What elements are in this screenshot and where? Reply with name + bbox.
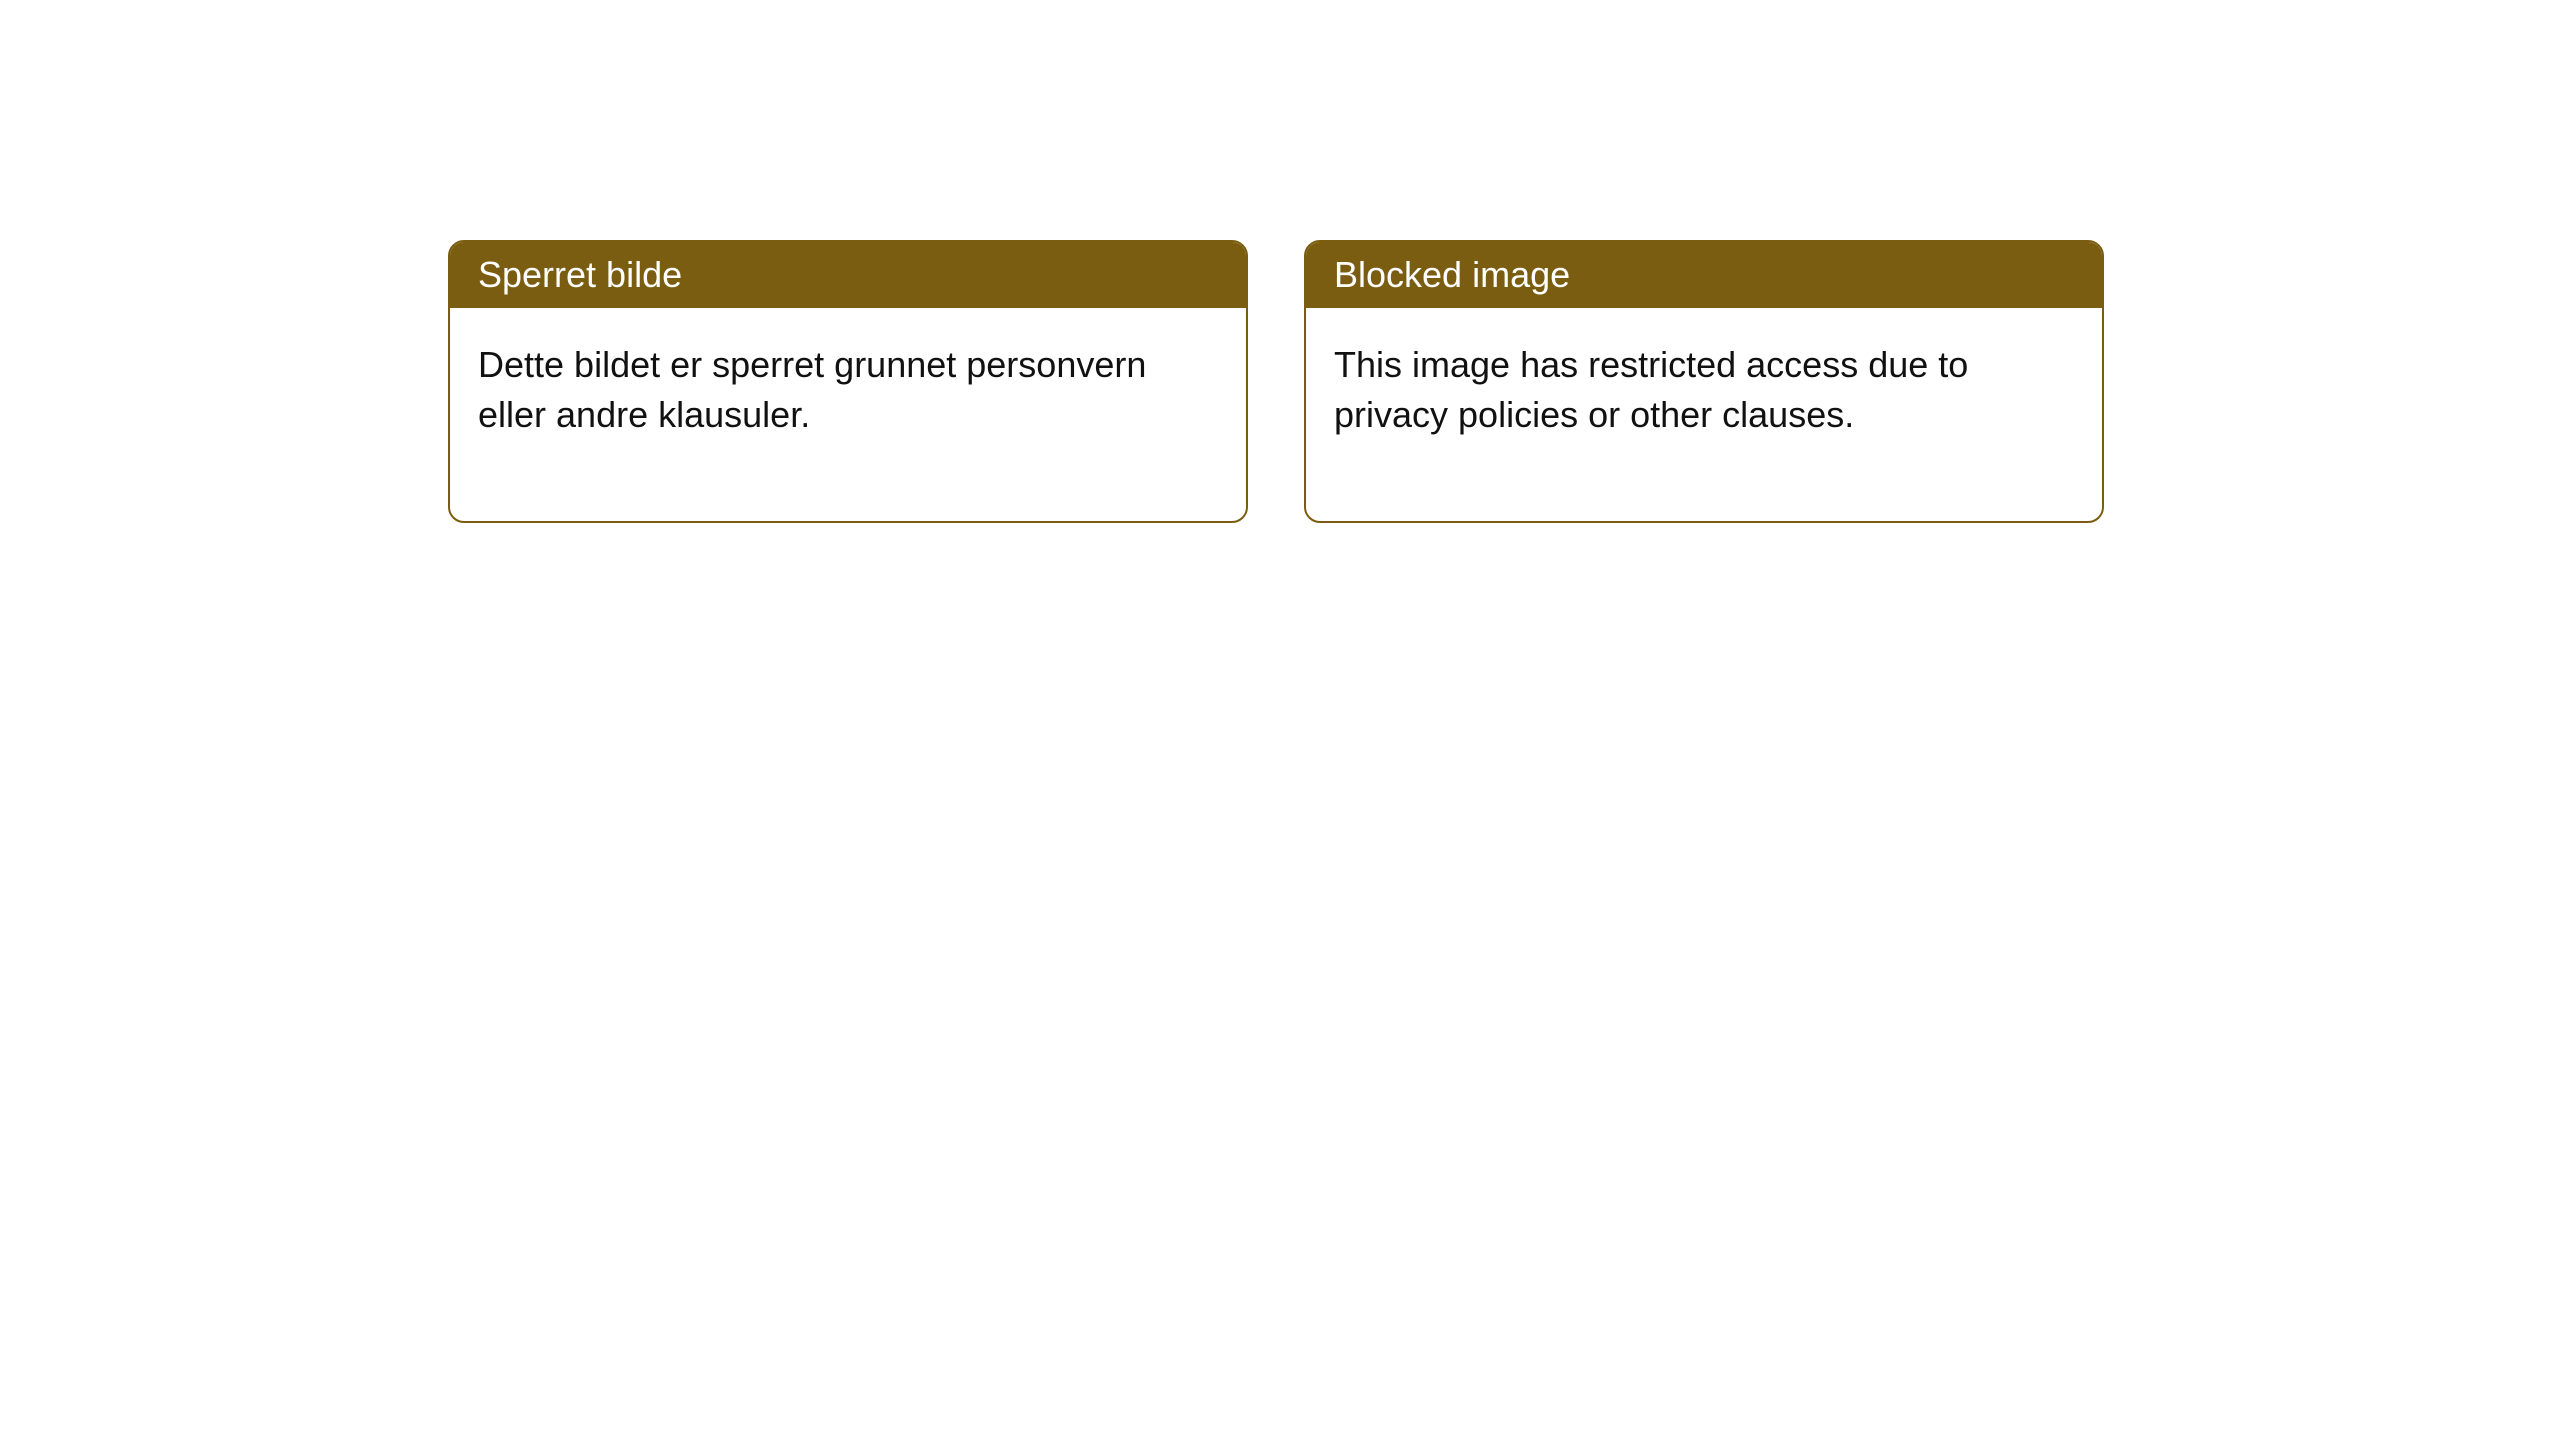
card-header-en: Blocked image xyxy=(1306,242,2102,308)
blocked-image-card-no: Sperret bilde Dette bildet er sperret gr… xyxy=(448,240,1248,523)
card-container: Sperret bilde Dette bildet er sperret gr… xyxy=(0,0,2560,523)
card-body-no: Dette bildet er sperret grunnet personve… xyxy=(450,308,1246,521)
card-body-en: This image has restricted access due to … xyxy=(1306,308,2102,521)
blocked-image-card-en: Blocked image This image has restricted … xyxy=(1304,240,2104,523)
card-header-no: Sperret bilde xyxy=(450,242,1246,308)
